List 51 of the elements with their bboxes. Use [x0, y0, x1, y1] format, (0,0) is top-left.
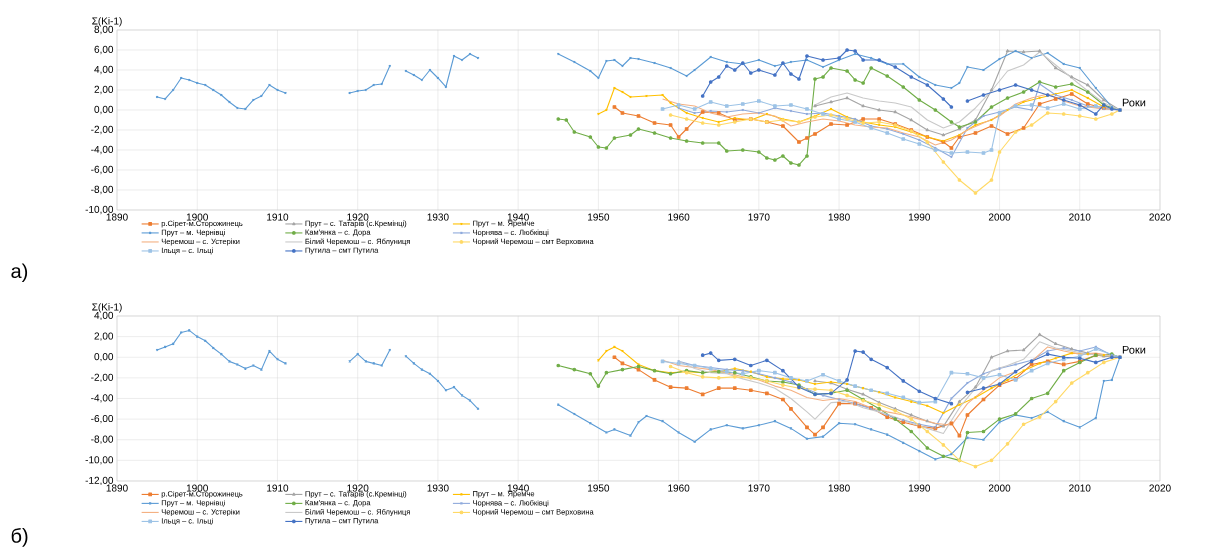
x-tick-label: 2000	[988, 484, 1011, 492]
x-tick-label: 1890	[106, 213, 128, 221]
x-tick-label: 1960	[668, 484, 690, 492]
x-tick-label: 1990	[908, 213, 931, 221]
y-tick-label: 2,00	[94, 85, 114, 95]
y-tick-label: 4,00	[94, 65, 114, 75]
y-tick-label: 0,00	[94, 353, 114, 362]
x-tick-label: 1970	[748, 484, 770, 492]
y-tick-label: -10,00	[85, 456, 114, 465]
y-tick-label: -6,00	[91, 414, 114, 424]
y-tick-label: 6,00	[94, 45, 114, 55]
x-tick-label: 2020	[1149, 484, 1171, 492]
y-tick-label: -8,00	[91, 185, 114, 195]
y-axis-title: Σ(Ki-1)	[92, 303, 122, 313]
x-tick-label: 1890	[106, 484, 128, 492]
x-tick-label: 1990	[908, 484, 931, 492]
y-tick-label: 4,00	[94, 311, 114, 321]
y-tick-label: -8,00	[91, 435, 114, 444]
y-tick-label: -2,00	[91, 125, 114, 135]
x-tick-label: 1920	[347, 484, 369, 492]
x-tick-label: 2010	[1069, 213, 1091, 221]
x-tick-label: 1940	[507, 484, 529, 492]
y-tick-label: 8,00	[94, 25, 114, 35]
x-tick-label: 1900	[186, 484, 208, 492]
x-tick-label: 1970	[748, 213, 770, 221]
x-tick-label: 2000	[988, 213, 1011, 221]
y-tick-label: -4,00	[91, 145, 114, 155]
text: а)	[11, 263, 28, 283]
y-tick-label: -6,00	[91, 165, 114, 175]
y-tick-label: -4,00	[91, 394, 114, 403]
x-tick-label: 2010	[1069, 484, 1091, 492]
text: б)	[11, 527, 28, 547]
x-tick-label: 1980	[828, 484, 850, 492]
x-tick-label: 1930	[427, 484, 449, 492]
x-tick-label: 1940	[507, 213, 529, 221]
y-tick-label: -2,00	[91, 373, 114, 382]
x-tick-label: 1960	[668, 213, 690, 221]
x-tick-label: 1910	[267, 213, 289, 221]
x-tick-label: 1950	[588, 484, 610, 492]
x-axis-title: Роки	[1122, 98, 1146, 107]
y-axis-title: Σ(Ki-1)	[92, 17, 122, 27]
x-tick-label: 1980	[828, 213, 850, 221]
y-tick-label: 2,00	[94, 332, 114, 341]
x-tick-label: 2020	[1149, 213, 1171, 221]
x-tick-label: 1950	[588, 213, 610, 221]
x-axis-title: Роки	[1122, 346, 1146, 354]
x-tick-label: 1920	[347, 213, 369, 221]
x-tick-label: 1910	[267, 484, 289, 492]
y-tick-label: 0,00	[94, 105, 114, 115]
x-tick-label: 1900	[186, 213, 208, 221]
x-tick-label: 1930	[427, 213, 449, 221]
